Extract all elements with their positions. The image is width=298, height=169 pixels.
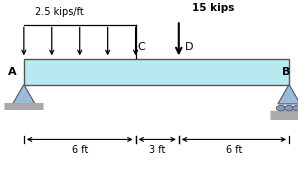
Circle shape xyxy=(276,105,286,111)
Text: B: B xyxy=(282,67,290,77)
Text: 15 kips: 15 kips xyxy=(192,3,235,14)
Circle shape xyxy=(292,105,298,111)
Text: 6 ft: 6 ft xyxy=(226,145,242,155)
Text: 3 ft: 3 ft xyxy=(149,145,165,155)
Circle shape xyxy=(284,105,294,111)
Polygon shape xyxy=(278,84,298,104)
Text: D: D xyxy=(185,42,193,52)
FancyBboxPatch shape xyxy=(24,59,289,84)
Polygon shape xyxy=(13,84,35,104)
Text: A: A xyxy=(8,67,16,77)
Text: C: C xyxy=(138,42,145,52)
Text: 2.5 kips/ft: 2.5 kips/ft xyxy=(35,7,84,17)
Text: 6 ft: 6 ft xyxy=(72,145,88,155)
